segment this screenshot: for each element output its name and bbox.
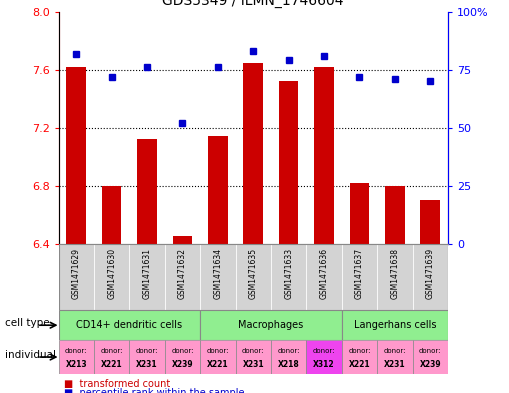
Text: GSM1471630: GSM1471630	[107, 248, 116, 299]
Text: GSM1471633: GSM1471633	[284, 248, 293, 299]
Text: X231: X231	[384, 360, 406, 369]
Bar	[165, 340, 200, 374]
Bar	[200, 310, 342, 340]
Bar	[412, 244, 448, 310]
Text: donor:: donor:	[171, 348, 194, 354]
Bar	[94, 340, 129, 374]
Bar	[94, 244, 129, 310]
Bar	[129, 340, 165, 374]
Text: GSM1471632: GSM1471632	[178, 248, 187, 299]
Bar	[200, 244, 236, 310]
Text: X231: X231	[136, 360, 158, 369]
Bar	[236, 340, 271, 374]
Text: donor:: donor:	[348, 348, 371, 354]
Text: cell type: cell type	[5, 318, 50, 328]
Text: Langerhans cells: Langerhans cells	[354, 320, 436, 330]
Bar	[271, 340, 306, 374]
Text: GSM1471634: GSM1471634	[213, 248, 222, 299]
Bar	[306, 244, 342, 310]
Text: X239: X239	[419, 360, 441, 369]
Text: Macrophages: Macrophages	[238, 320, 303, 330]
Bar	[165, 244, 200, 310]
Text: donor:: donor:	[384, 348, 406, 354]
Bar	[385, 186, 405, 244]
Bar	[314, 67, 334, 244]
Text: donor:: donor:	[419, 348, 441, 354]
Bar	[67, 67, 86, 244]
Text: GSM1471631: GSM1471631	[143, 248, 152, 299]
Text: ■  transformed count: ■ transformed count	[64, 379, 170, 389]
Text: X312: X312	[313, 360, 335, 369]
Text: X221: X221	[349, 360, 370, 369]
Bar	[200, 340, 236, 374]
Text: GSM1471637: GSM1471637	[355, 248, 364, 299]
Bar	[59, 340, 94, 374]
Bar	[342, 340, 377, 374]
Bar	[306, 340, 342, 374]
Bar	[279, 81, 298, 244]
Text: donor:: donor:	[242, 348, 265, 354]
Text: GSM1471636: GSM1471636	[320, 248, 328, 299]
Text: donor:: donor:	[65, 348, 88, 354]
Bar	[236, 244, 271, 310]
Bar	[412, 340, 448, 374]
Bar	[350, 183, 369, 244]
Bar	[102, 186, 121, 244]
Text: X239: X239	[172, 360, 193, 369]
Bar	[59, 244, 94, 310]
Text: X221: X221	[101, 360, 123, 369]
Bar	[420, 200, 440, 244]
Text: GSM1471629: GSM1471629	[72, 248, 81, 299]
Text: X213: X213	[66, 360, 87, 369]
Text: GSM1471638: GSM1471638	[390, 248, 400, 299]
Text: individual: individual	[5, 350, 56, 360]
Bar	[173, 237, 192, 244]
Text: donor:: donor:	[277, 348, 300, 354]
Bar	[377, 244, 412, 310]
Text: donor:: donor:	[207, 348, 229, 354]
Title: GDS5349 / ILMN_1746604: GDS5349 / ILMN_1746604	[162, 0, 344, 8]
Bar	[59, 310, 200, 340]
Text: donor:: donor:	[136, 348, 158, 354]
Text: donor:: donor:	[313, 348, 335, 354]
Text: donor:: donor:	[100, 348, 123, 354]
Bar	[342, 244, 377, 310]
Bar	[271, 244, 306, 310]
Bar	[243, 62, 263, 244]
Text: ■  percentile rank within the sample: ■ percentile rank within the sample	[64, 388, 244, 393]
Text: GSM1471635: GSM1471635	[249, 248, 258, 299]
Bar	[342, 310, 448, 340]
Bar	[377, 340, 412, 374]
Text: X221: X221	[207, 360, 229, 369]
Bar	[208, 136, 228, 244]
Bar	[129, 244, 165, 310]
Text: X231: X231	[242, 360, 264, 369]
Text: CD14+ dendritic cells: CD14+ dendritic cells	[76, 320, 182, 330]
Bar	[137, 140, 157, 244]
Text: GSM1471639: GSM1471639	[426, 248, 435, 299]
Text: X218: X218	[278, 360, 299, 369]
